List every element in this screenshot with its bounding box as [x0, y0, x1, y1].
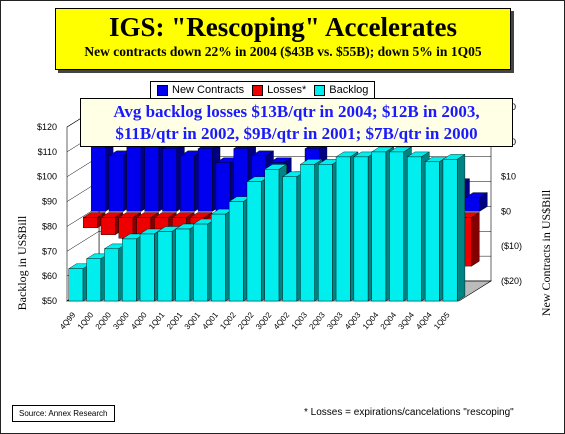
- right-tick-label: ($10): [501, 241, 522, 251]
- x-tick-label: 1Q02: [218, 310, 238, 331]
- x-tick-label: 1Q04: [361, 310, 381, 331]
- x-tick-label: 1Q00: [76, 310, 96, 331]
- chart-title: IGS: "Rescoping" Accelerates: [109, 12, 457, 42]
- new-contracts-bar: [464, 192, 489, 212]
- backlog-bar-face: [211, 213, 226, 302]
- left-tick-label: $60: [42, 271, 57, 281]
- x-tick-label: 3Q01: [183, 310, 203, 331]
- title-banner: IGS: "Rescoping" Accelerates New contrac…: [55, 8, 511, 70]
- legend-label-new-contracts: New Contracts: [172, 84, 245, 96]
- x-tick-label: 2Q03: [307, 310, 327, 331]
- new-contracts-bar-face: [215, 162, 231, 212]
- x-tick-label: 3Q02: [254, 310, 274, 331]
- right-axis-title: New Contracts in US$Bill: [539, 189, 553, 316]
- backlog-bar-face: [104, 248, 119, 302]
- backlog-bar-face: [335, 156, 351, 302]
- x-tick-label: 4Q01: [201, 310, 221, 331]
- x-tick-label: 2Q04: [379, 310, 399, 331]
- x-tick-label: 4Q04: [414, 310, 434, 331]
- right-tick-label: ($20): [501, 276, 522, 286]
- backlog-bar-face: [193, 223, 208, 302]
- left-tick-label: $80: [42, 221, 57, 231]
- new-contracts-bar-face: [180, 155, 195, 212]
- losses-bar-face: [82, 217, 98, 229]
- losses-bar-face: [100, 217, 116, 235]
- annotation-line-2: $11B/qtr in 2002, $9B/qtr in 2001; $7B/q…: [115, 124, 478, 143]
- backlog-bar-face: [157, 231, 173, 302]
- new-contracts-bar-face: [108, 155, 124, 212]
- backlog-bar-face: [86, 258, 102, 302]
- x-tick-label: 2Q01: [165, 310, 185, 331]
- x-tick-label: 1Q01: [147, 310, 167, 331]
- x-tick-label: 4Q99: [58, 310, 78, 331]
- right-tick-label: $10: [501, 172, 516, 182]
- annotation-box: Avg backlog losses $13B/qtr in 2004; $12…: [80, 98, 513, 147]
- source-note: Source: Annex Research: [12, 405, 115, 422]
- left-tick-label: $110: [38, 147, 57, 157]
- left-tick-label: $50: [42, 296, 57, 306]
- losses-bar-side: [471, 212, 480, 267]
- legend-item-backlog: Backlog: [314, 84, 368, 96]
- new-contracts-bar-face: [197, 148, 213, 212]
- left-tick-label: $100: [37, 172, 57, 182]
- legend-label-backlog: Backlog: [329, 84, 369, 96]
- backlog-bar-face: [442, 159, 458, 302]
- backlog-bar-face: [122, 238, 137, 302]
- backlog-bar-face: [68, 268, 84, 302]
- backlog-bar-face: [353, 156, 369, 302]
- backlog-bar-face: [175, 228, 191, 302]
- x-tick-label: 4Q00: [129, 310, 149, 331]
- backlog-bar: [442, 154, 466, 302]
- x-tick-label: 4Q03: [343, 310, 363, 331]
- chart-subtitle: New contracts down 22% in 2004 ($43B vs.…: [84, 44, 482, 59]
- x-tick-label: 1Q05: [432, 310, 452, 331]
- legend-swatch-backlog: [314, 84, 326, 96]
- left-axis-title: Backlog in US$Bill: [15, 215, 29, 310]
- backlog-bar-face: [389, 151, 404, 302]
- x-tick-label: 4Q02: [272, 310, 292, 331]
- left-tick-label: $120: [37, 122, 57, 132]
- new-contracts-bar-face: [144, 141, 160, 212]
- new-contracts-bar-face: [90, 141, 106, 212]
- legend-item-losses: Losses*: [252, 84, 306, 96]
- x-tick-label: 3Q03: [325, 310, 345, 331]
- backlog-bar-face: [246, 181, 262, 302]
- x-tick-label: 2Q00: [94, 310, 114, 331]
- backlog-bar-face: [264, 169, 280, 302]
- bar-marks: [68, 115, 489, 302]
- legend-label-losses: Losses*: [267, 84, 307, 96]
- x-axis-ticks: 4Q991Q002Q003Q004Q001Q012Q013Q014Q011Q02…: [58, 310, 452, 331]
- backlog-bar-face: [424, 161, 440, 302]
- x-tick-label: 1Q03: [290, 310, 310, 331]
- x-tick-label: 3Q00: [111, 310, 131, 331]
- left-tick-label: $70: [42, 246, 57, 256]
- backlog-bar-side: [457, 154, 466, 302]
- legend-item-new-contracts: New Contracts: [157, 84, 244, 96]
- backlog-bar-face: [228, 201, 244, 302]
- backlog-bar-face: [407, 156, 422, 302]
- new-contracts-bar-face: [465, 197, 480, 212]
- annotation-line-1: Avg backlog losses $13B/qtr in 2004; $12…: [113, 102, 480, 121]
- new-contracts-bar-face: [162, 148, 177, 212]
- backlog-bar-face: [371, 151, 387, 302]
- left-tick-label: $90: [42, 197, 57, 207]
- right-tick-label: $0: [501, 206, 511, 216]
- backlog-bar-face: [300, 164, 315, 302]
- backlog-bar-face: [282, 176, 298, 302]
- x-tick-label: 2Q02: [236, 310, 256, 331]
- left-axis-ticks: $50 $60 $70 $80 $90 $100 $110 $120: [37, 122, 57, 306]
- x-tick-label: 3Q04: [397, 310, 417, 331]
- footnote: * Losses = expirations/cancelations "res…: [304, 407, 514, 418]
- new-contracts-bar-side: [479, 192, 488, 212]
- backlog-bar-face: [139, 233, 155, 302]
- chart-legend: New Contracts Losses* Backlog: [150, 81, 376, 99]
- legend-swatch-new-contracts: [157, 84, 168, 96]
- backlog-bar-face: [318, 164, 333, 302]
- legend-swatch-losses: [252, 84, 264, 96]
